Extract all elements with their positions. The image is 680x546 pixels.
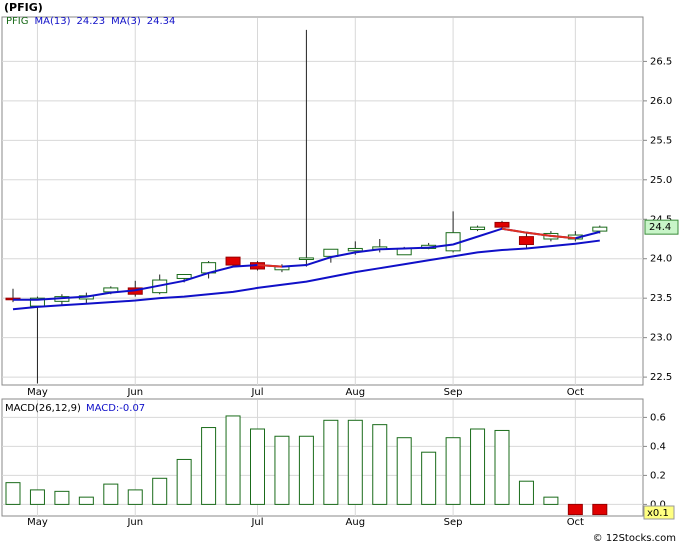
macd-bar [29, 489, 45, 505]
macd-bar [323, 419, 339, 505]
x-tick-label: Aug [346, 517, 366, 528]
macd-bar [225, 415, 241, 505]
macd-bar [250, 428, 265, 505]
candle-body [518, 236, 534, 246]
ma-falling-segment [550, 234, 576, 240]
y-tick-label: 0.6 [650, 412, 666, 423]
candle-body [176, 274, 192, 279]
x-tick-label: May [27, 387, 48, 398]
macd-bar [518, 480, 534, 505]
x-tick-label: Oct [567, 517, 584, 528]
y-tick-label: 26.5 [650, 56, 672, 67]
y-tick-label: 24.0 [650, 254, 672, 265]
ma-falling-segment [257, 264, 283, 268]
price-panel [1, 16, 644, 386]
macd-bar [396, 437, 412, 505]
macd-bar [298, 435, 314, 505]
macd-bar [372, 424, 388, 505]
y-tick-label: 0.4 [650, 441, 666, 452]
last-price: 24.4 [649, 222, 671, 233]
macd-bar [421, 451, 437, 505]
y-tick-label: 25.5 [650, 135, 672, 146]
page-title: (PFIG) [4, 1, 43, 14]
x-tick-label: Sep [444, 387, 463, 398]
ma-falling-segment [501, 227, 527, 234]
macd-bar [5, 482, 21, 505]
ma-line [12, 239, 600, 311]
macd-bar [592, 503, 608, 516]
footer: © 12Stocks.com [593, 533, 676, 544]
macd-bar [152, 477, 168, 505]
candle-body [225, 256, 241, 266]
last-price-box [644, 219, 679, 235]
y-tick-label: 23.5 [650, 293, 672, 304]
macd-bar [127, 489, 143, 505]
macd-bar [78, 496, 94, 505]
x-tick-label: May [27, 517, 48, 528]
x-tick-label: Jun [126, 517, 143, 528]
y-tick-label: 23.0 [650, 333, 672, 344]
y-tick-label: 25.0 [650, 175, 672, 186]
legend-text: PFIG [6, 16, 28, 27]
macd-bar [347, 419, 363, 505]
candle-body [298, 257, 314, 261]
macd-bar [567, 503, 583, 516]
x-tick-label: Aug [346, 387, 366, 398]
y-tick-label: 26.0 [650, 96, 672, 107]
legend-text: 24.23 [76, 16, 105, 27]
macd-panel [1, 398, 644, 517]
y-tick-label: 0.0 [650, 499, 666, 510]
x-tick-label: Jun [126, 387, 143, 398]
macd-bar [176, 458, 192, 505]
macd-bar [54, 490, 70, 505]
x-tick-label: Jul [250, 387, 263, 398]
macd-bar [543, 496, 559, 505]
x-tick-label: Jul [250, 517, 263, 528]
y-tick-label: 0.2 [650, 470, 666, 481]
scale-note-box [643, 505, 675, 520]
x-tick-label: Sep [444, 517, 463, 528]
candle-body [470, 226, 486, 231]
macd-bar [274, 435, 290, 505]
macd-bar [201, 427, 217, 505]
macd-label: MACD:-0.07 [86, 403, 145, 414]
legend-text: MA(13) [34, 16, 70, 27]
macd-bar [470, 428, 486, 505]
macd-bar [494, 429, 510, 505]
legend-text: MA(3) [111, 16, 141, 27]
candle-body [347, 247, 363, 252]
macd-bar [103, 483, 119, 505]
macd-bar [445, 437, 461, 505]
candle-body [494, 221, 510, 228]
macd-name: MACD(26,12,9) [5, 403, 81, 414]
candle-body [445, 232, 461, 252]
scale-note: x0.1 [647, 508, 669, 519]
candle-body [592, 226, 608, 232]
x-tick-label: Oct [567, 387, 584, 398]
legend-text: 24.34 [147, 16, 176, 27]
ma-falling-segment [526, 231, 552, 237]
y-tick-label: 22.5 [650, 372, 672, 383]
